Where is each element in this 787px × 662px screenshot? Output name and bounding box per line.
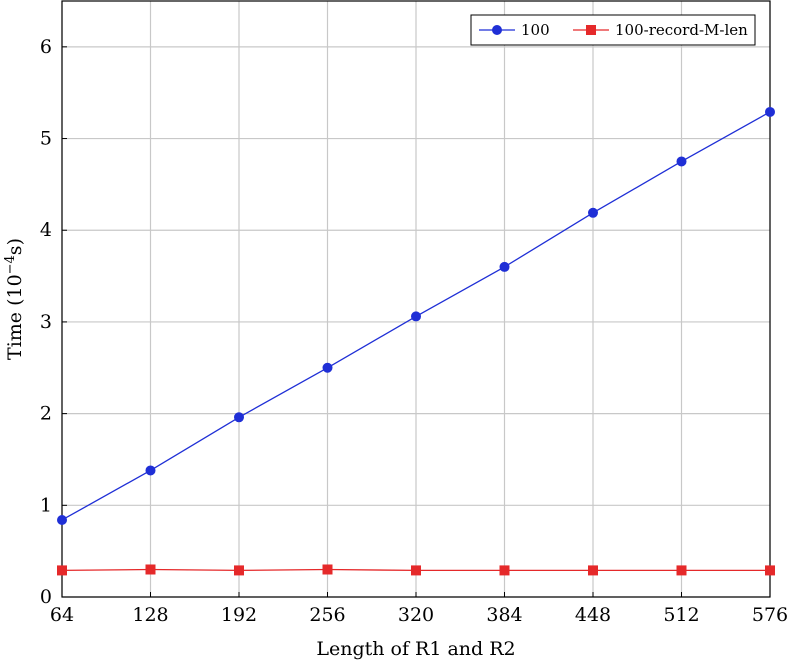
data-point [322,564,333,575]
data-point [765,106,775,117]
data-point [676,156,687,167]
data-point [57,514,67,525]
data-point [588,207,598,218]
data-point [57,565,67,576]
x-tick-label: 512 [663,604,699,626]
data-point [676,565,687,576]
y-tick-label: 2 [40,403,52,425]
x-axis-label: Length of R1 and R2 [316,638,515,660]
legend: 100 100-record-M-len [470,14,756,46]
series-1 [57,106,775,525]
legend-item: 100-record-M-len [573,21,748,39]
data-point [234,412,244,423]
x-tick-label: 320 [398,604,434,626]
y-axis-label: Time (10−4s) [3,238,26,360]
legend-swatch-marker [492,25,502,35]
y-axis-label-suffix: s) [4,238,26,255]
data-point [145,465,156,476]
x-tick-label: 256 [309,604,345,626]
y-axis-label-exponent: −4 [3,255,18,274]
data-point [499,565,510,576]
y-tick-label: 1 [40,494,52,516]
legend-box [470,14,756,46]
legend-label: 100 [521,21,550,39]
data-point [411,311,421,322]
y-tick-label: 6 [40,36,52,58]
y-tick-label: 0 [40,586,52,608]
legend-swatch-marker [586,25,596,35]
x-tick-label: 384 [486,604,522,626]
y-tick-label: 3 [40,311,52,333]
x-tick-label: 576 [752,604,787,626]
data-point [322,362,333,373]
data-point [765,565,775,576]
series-2 [57,564,775,576]
y-axis-label-main: Time (10 [4,274,26,360]
y-tick-label: 5 [40,128,52,150]
x-tick-label: 64 [50,604,74,626]
series-layer [57,106,775,576]
data-point [411,565,421,576]
data-point [234,565,244,576]
data-point [145,564,156,575]
y-tick-label: 4 [40,219,52,241]
data-point [499,261,510,272]
x-tick-label: 448 [575,604,611,626]
legend-label: 100-record-M-len [615,21,748,39]
grid [61,1,771,598]
x-tick-label: 192 [221,604,257,626]
x-axis: 64 128 192 256 320 384 448 512 576 [50,592,787,626]
y-axis: 0 1 2 3 4 5 6 [40,36,67,608]
data-point [588,565,598,576]
legend-item: 100 [479,21,550,39]
x-tick-label: 128 [132,604,168,626]
